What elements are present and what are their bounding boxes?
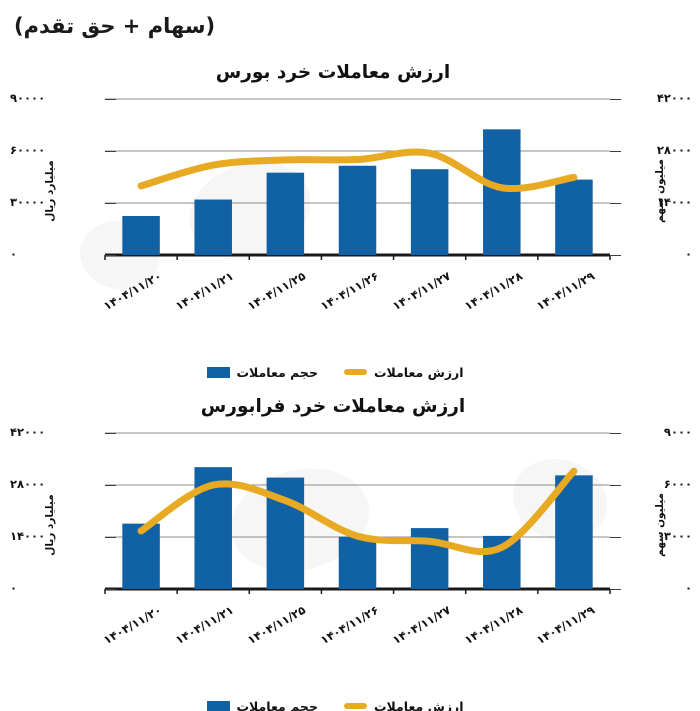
left-tick-dash (105, 588, 116, 590)
bar (338, 536, 377, 589)
chart2-data-layer (104, 467, 611, 594)
left-tick-dash (105, 98, 116, 100)
left-tick-dash (105, 484, 116, 486)
bar (122, 216, 160, 255)
chart1-legend: ارزش معاملات حجم معاملات (0, 359, 700, 385)
bar (338, 165, 377, 255)
chart-block-farabourse: ارزش معاملات خرد فرابورس میلیارد ریال می… (0, 390, 700, 711)
right-tick-dash (610, 484, 621, 486)
left-axis-tick-label: ۴۲۰۰۰ (10, 425, 46, 439)
right-tick-dash (610, 254, 621, 256)
left-tick-dash (105, 150, 116, 152)
bar (410, 169, 449, 255)
left-axis-tick-label: ۳۰۰۰۰ (10, 195, 46, 209)
bar (555, 475, 593, 589)
left-tick-dash (105, 432, 116, 434)
chart1-data-layer (104, 129, 611, 260)
chart2-x-axis-labels: ۱۴۰۴/۱۱/۲۰ ۱۴۰۴/۱۱/۲۱ ۱۴۰۴/۱۱/۲۵ ۱۴۰۴/۱۱/۲۶… (0, 603, 700, 689)
line-swatch-icon (343, 703, 367, 709)
left-axis-tick-label: ۹۰۰۰۰ (10, 91, 46, 105)
right-tick-dash (610, 150, 621, 152)
bar (410, 528, 449, 589)
chart2-plot-area: میلیارد ریال میلیون سهم ۰ ۱۴۰۰۰ ۲۸۰۰۰ ۴۲۰۰۰… (0, 425, 700, 627)
chart1-legend-item-volume[interactable]: حجم معاملات (206, 364, 318, 380)
left-axis-tick-label: ۰ (10, 247, 18, 261)
bar (122, 523, 160, 589)
chart-block-bourse: ارزش معاملات خرد بورس میلیارد ریال میلیو… (0, 56, 700, 386)
right-axis-tick-label: ۰ (684, 581, 692, 595)
bar (266, 172, 305, 255)
chart2-legend-label-volume: حجم معاملات (236, 698, 318, 711)
header-note: (سهام + حق تقدم) (14, 14, 216, 38)
bar (555, 179, 593, 255)
right-tick-dash (610, 98, 621, 100)
right-tick-dash (610, 588, 621, 590)
line-swatch-icon (343, 369, 367, 375)
right-axis-tick-label: ۳۰۰۰ (663, 529, 692, 543)
left-tick-dash (105, 254, 116, 256)
bar-swatch-icon (206, 366, 230, 378)
chart2-legend-item-volume[interactable]: حجم معاملات (206, 698, 318, 711)
bar (483, 129, 521, 255)
left-axis-tick-label: ۶۰۰۰۰ (10, 143, 46, 157)
right-tick-dash (610, 432, 621, 434)
left-tick-dash (105, 202, 116, 204)
right-axis-tick-label: ۹۰۰۰ (663, 425, 692, 439)
left-axis-tick-label: ۲۸۰۰۰ (10, 477, 46, 491)
right-axis-tick-label: ۴۲۰۰۰ (656, 91, 692, 105)
right-axis-tick-label: ۲۸۰۰۰ (656, 143, 692, 157)
chart2-title: ارزش معاملات خرد فرابورس (200, 396, 466, 417)
chart1-title: ارزش معاملات خرد بورس (215, 62, 451, 83)
chart1-legend-item-value[interactable]: ارزش معاملات (343, 364, 464, 380)
right-tick-dash (610, 202, 621, 204)
chart1-x-axis-labels: ۱۴۰۴/۱۱/۲۰ ۱۴۰۴/۱۱/۲۱ ۱۴۰۴/۱۱/۲۵ ۱۴۰۴/۱۱/۲۶… (0, 269, 700, 355)
value-line (137, 148, 578, 193)
right-tick-dash (610, 536, 621, 538)
chart1-legend-label-volume: حجم معاملات (236, 364, 318, 380)
chart2-legend: ارزش معاملات حجم معاملات (0, 693, 700, 711)
chart1-plot-area: میلیارد ریال میلیون سهم ۰ ۳۰۰۰۰ ۶۰۰۰۰ ۹۰۰۰۰… (0, 91, 700, 293)
right-axis-tick-label: ۱۴۰۰۰ (656, 195, 692, 209)
chart2-legend-item-value[interactable]: ارزش معاملات (343, 698, 464, 711)
left-axis-tick-label: ۰ (10, 581, 18, 595)
right-axis-tick-label: ۶۰۰۰ (663, 477, 692, 491)
bar-swatch-icon (206, 700, 230, 711)
bar (194, 199, 232, 255)
right-axis-tick-label: ۰ (684, 247, 692, 261)
left-axis-tick-label: ۱۴۰۰۰ (10, 529, 46, 543)
chart2-legend-label-value: ارزش معاملات (373, 698, 464, 711)
chart1-legend-label-value: ارزش معاملات (373, 364, 464, 380)
value-line (137, 467, 578, 556)
left-tick-dash (105, 536, 116, 538)
